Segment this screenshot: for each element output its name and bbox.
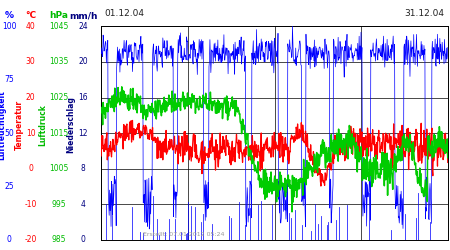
- Text: 75: 75: [4, 75, 14, 84]
- Text: Luftfeuchtigkeit: Luftfeuchtigkeit: [0, 90, 6, 160]
- Text: 1025: 1025: [49, 93, 68, 102]
- Text: 985: 985: [51, 236, 66, 244]
- Text: 0: 0: [7, 236, 11, 244]
- Text: mm/h: mm/h: [69, 11, 98, 20]
- Text: 30: 30: [26, 57, 36, 66]
- Text: -20: -20: [24, 236, 37, 244]
- Text: 1005: 1005: [49, 164, 68, 173]
- Text: 12: 12: [78, 129, 88, 138]
- Text: 1015: 1015: [49, 129, 68, 138]
- Text: %: %: [4, 11, 13, 20]
- Text: Luftdruck: Luftdruck: [38, 104, 47, 146]
- Text: hPa: hPa: [49, 11, 68, 20]
- Text: 0: 0: [28, 164, 33, 173]
- Text: 50: 50: [4, 129, 14, 138]
- Text: 100: 100: [2, 22, 16, 31]
- Text: 1045: 1045: [49, 22, 68, 31]
- Text: -10: -10: [24, 200, 37, 209]
- Text: Temperatur: Temperatur: [14, 100, 23, 150]
- Text: 4: 4: [81, 200, 86, 209]
- Text: °C: °C: [25, 11, 36, 20]
- Text: 40: 40: [26, 22, 36, 31]
- Text: 1035: 1035: [49, 57, 68, 66]
- Text: 0: 0: [81, 236, 86, 244]
- Text: 8: 8: [81, 164, 86, 173]
- Text: 24: 24: [78, 22, 88, 31]
- Text: Niederschlag: Niederschlag: [67, 96, 76, 154]
- Text: 20: 20: [78, 57, 88, 66]
- Text: 16: 16: [78, 93, 88, 102]
- Text: 20: 20: [26, 93, 36, 102]
- Text: Erstellt: 07.01.2012 05:24: Erstellt: 07.01.2012 05:24: [143, 232, 225, 237]
- Text: 31.12.04: 31.12.04: [404, 9, 444, 18]
- Text: 10: 10: [26, 129, 36, 138]
- Text: 25: 25: [4, 182, 14, 191]
- Text: 01.12.04: 01.12.04: [105, 9, 145, 18]
- Text: 995: 995: [51, 200, 66, 209]
